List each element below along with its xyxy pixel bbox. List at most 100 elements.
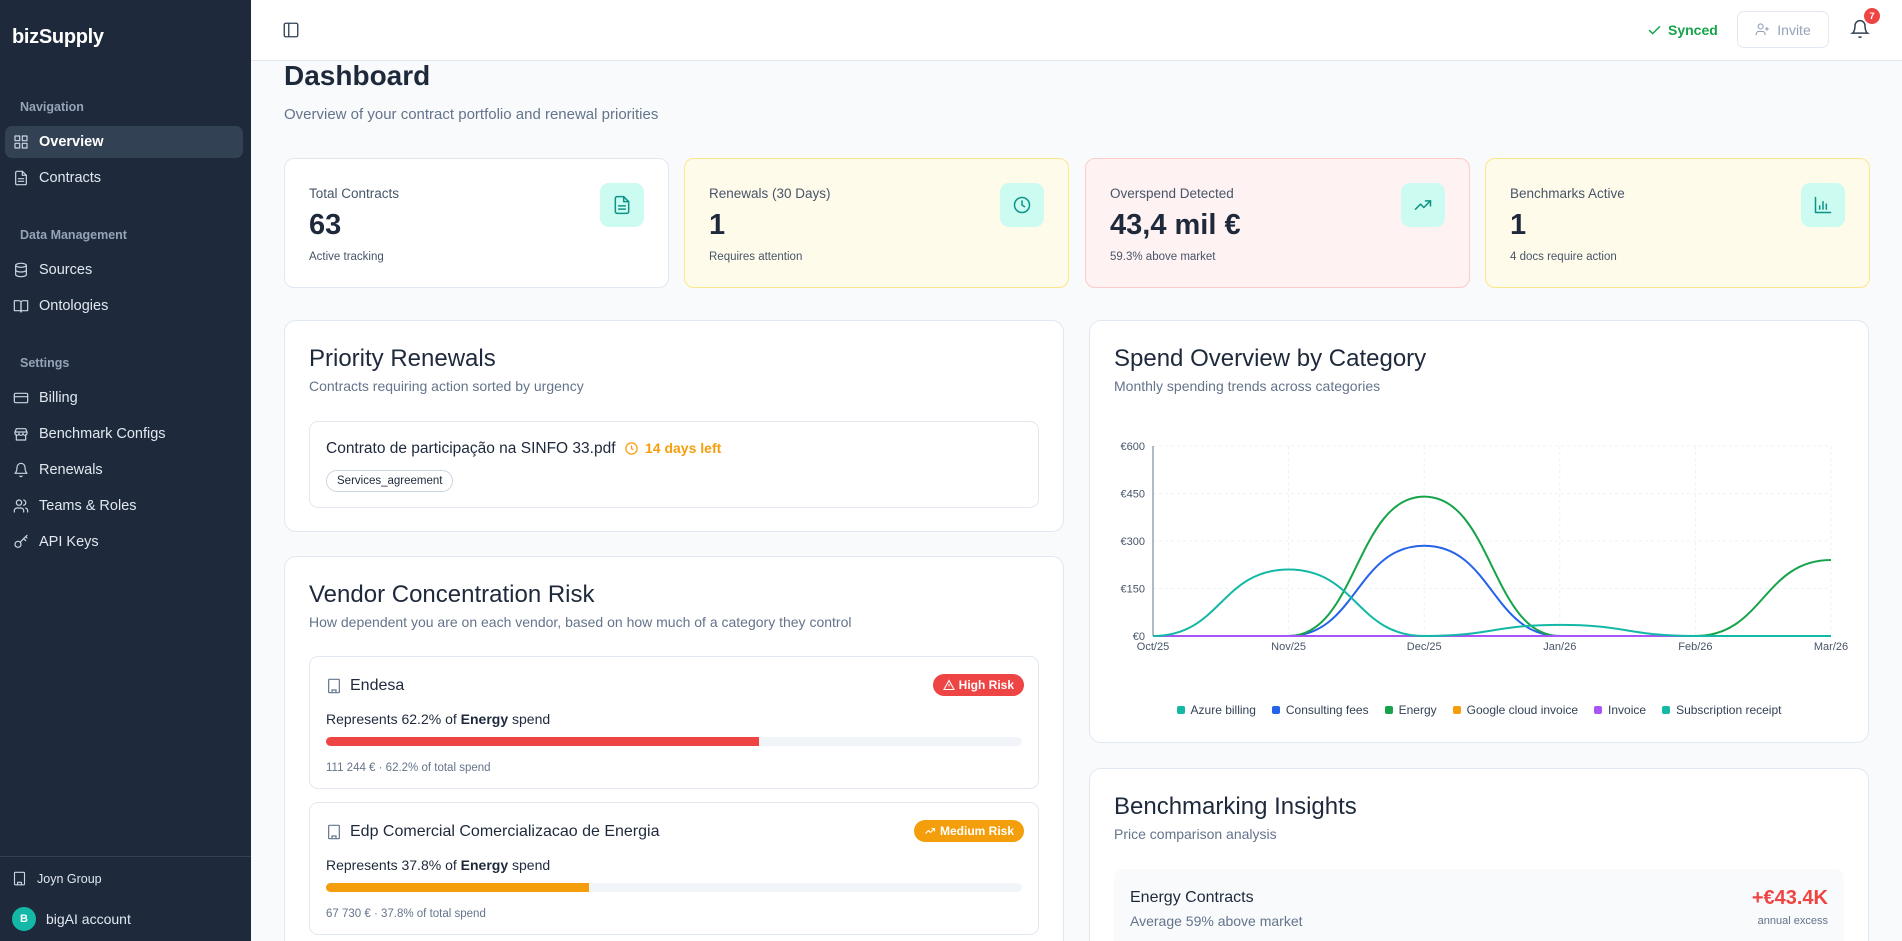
topbar: Synced Invite 7 [251,0,1902,61]
sidebar-item-contracts[interactable]: Contracts [5,162,243,194]
sidebar-item-label: Benchmark Configs [39,426,166,442]
stat-label: Overspend Detected [1110,186,1234,201]
sidebar-toggle-icon[interactable] [282,21,300,39]
sidebar-item-ontologies[interactable]: Ontologies [5,290,243,322]
sidebar-item-overview[interactable]: Overview [5,126,243,158]
clock-icon [625,441,638,455]
legend-swatch [1594,706,1603,714]
brand-logo[interactable]: bizSupply [12,26,104,48]
database-icon [15,262,27,278]
renewal-item[interactable]: Contrato de participação na SINFO 33.pdf… [309,421,1039,508]
legend-item[interactable]: Invoice [1594,703,1646,717]
sidebar-item-label: Teams & Roles [39,498,137,514]
benchmark-excess-value: +€43.4K [1751,887,1828,909]
stat-note: Requires attention [709,251,803,263]
legend-swatch [1662,706,1671,714]
share-prefix: Represents 62.2% of [326,711,457,727]
x-tick-label: Mar/26 [1814,641,1848,653]
share-prefix: Represents 37.8% of [326,857,457,873]
stat-value: 43,4 mil € [1110,209,1241,241]
days-left-label: 14 days left [645,440,722,456]
card-title: Spend Overview by Category [1114,345,1427,372]
chart-legend: Azure billing Consulting fees Energy Google… [1090,703,1868,717]
vendor-share-text: Represents 37.8% of Energy spend [326,857,550,873]
invite-button[interactable]: Invite [1737,11,1829,48]
page-subtitle: Overview of your contract portfolio and … [284,106,659,123]
vendor-name: Edp Comercial Comercializacao de Energia [350,823,660,840]
spend-line-chart: €0 €150 €300 €450 €600 Oct/25 Nov/25 Dec/25 Jan/… [1121,441,1849,653]
stat-card-benchmarks[interactable]: Benchmarks Active 1 4 docs require actio… [1485,158,1870,288]
sidebar-item-label: Ontologies [39,298,109,314]
building-icon [328,678,340,694]
share-progress-bar [326,737,1022,746]
legend-item[interactable]: Azure billing [1176,703,1256,717]
x-tick-label: Nov/25 [1271,641,1306,653]
stat-note: 59.3% above market [1110,251,1216,263]
share-category: Energy [460,711,509,727]
y-tick-label: €450 [1121,489,1145,501]
book-open-icon [13,300,29,313]
share-category: Energy [460,857,509,873]
sidebar-item-billing[interactable]: Billing [5,382,243,414]
vendor-share-text: Represents 62.2% of Energy spend [326,711,550,727]
nav-section-navigation: Navigation [20,100,84,114]
account-menu[interactable]: B bigAI account [12,907,131,931]
document-icon [15,170,27,186]
card-subtitle: Contracts requiring action sorted by urg… [309,378,584,394]
card-subtitle: How dependent you are on each vendor, ba… [309,614,852,630]
sidebar-item-teams-roles[interactable]: Teams & Roles [5,490,243,522]
share-suffix: spend [512,857,551,873]
benchmark-subtitle: Average 59% above market [1130,913,1303,929]
series-line [1152,495,1832,637]
sidebar-item-api-keys[interactable]: API Keys [5,526,243,558]
risk-label: High Risk [958,678,1014,692]
sidebar-item-renewals[interactable]: Renewals [5,454,243,486]
check-icon [1648,25,1661,35]
org-name: Joyn Group [37,871,102,886]
legend-item[interactable]: Subscription receipt [1662,703,1781,717]
card-title: Priority Renewals [309,345,496,372]
stat-value: 1 [1510,209,1527,241]
vendor-item[interactable]: Endesa High Risk Represents 62.2% of Ene… [309,656,1039,789]
legend-swatch [1176,706,1185,714]
legend-label: Invoice [1608,703,1647,717]
grid-icon [14,135,28,149]
legend-item[interactable]: Google cloud invoice [1452,703,1578,717]
legend-item[interactable]: Energy [1384,703,1437,717]
renewal-contract-name: Contrato de participação na SINFO 33.pdf [326,440,616,457]
benchmark-row[interactable]: Energy Contracts Average 59% above marke… [1114,869,1844,941]
sidebar-item-sources[interactable]: Sources [5,254,243,286]
legend-swatch [1271,706,1280,714]
vendor-spend-meta: 111 244 € · 62.2% of total spend [326,762,491,774]
notification-count-badge: 7 [1864,8,1880,24]
notifications-bell-icon[interactable] [1850,19,1870,39]
spend-overview-card: Spend Overview by Category Monthly spend… [1089,320,1869,743]
vendor-item[interactable]: Edp Comercial Comercializacao de Energia… [309,802,1039,935]
series-line [1152,568,1831,638]
stat-card-renewals[interactable]: Renewals (30 Days) 1 Requires attention [684,158,1069,288]
legend-swatch [1384,706,1393,714]
building-icon [328,824,340,840]
card-title: Benchmarking Insights [1114,793,1357,820]
sidebar-item-label: Billing [39,390,78,406]
invite-label: Invite [1777,21,1811,38]
card-subtitle: Monthly spending trends across categorie… [1114,378,1381,394]
risk-badge: Medium Risk [913,820,1024,842]
stat-card-overspend[interactable]: Overspend Detected 43,4 mil € 59.3% abov… [1085,158,1470,288]
sidebar-item-label: Overview [39,134,104,150]
x-tick-label: Oct/25 [1137,641,1169,653]
sidebar-item-benchmark-configs[interactable]: Benchmark Configs [5,418,243,450]
key-icon [14,534,28,548]
user-plus-icon [1755,23,1770,36]
benchmark-excess-note: annual excess [1757,915,1828,927]
trending-up-icon [925,827,936,834]
card-subtitle: Price comparison analysis [1114,826,1277,842]
vendor-spend-meta: 67 730 € · 37.8% of total spend [326,908,486,920]
page-title: Dashboard [284,60,431,91]
stat-card-total-contracts[interactable]: Total Contracts 63 Active tracking [284,158,669,288]
org-switcher[interactable]: Joyn Group [12,871,102,886]
days-left-badge: 14 days left [624,440,721,456]
bar-chart-icon [1814,196,1832,214]
legend-label: Azure billing [1190,703,1256,717]
legend-item[interactable]: Consulting fees [1271,703,1369,717]
